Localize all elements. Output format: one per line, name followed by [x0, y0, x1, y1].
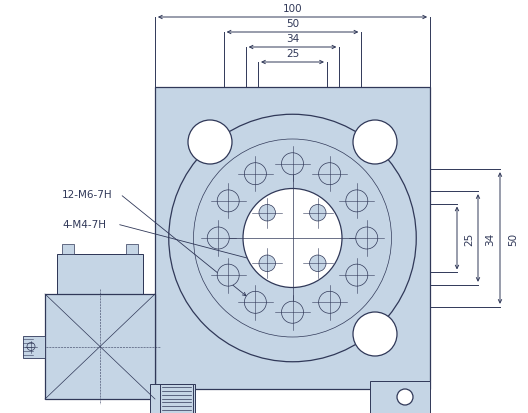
Bar — [57, 254, 143, 294]
Circle shape — [243, 189, 342, 288]
Bar — [160, 384, 193, 413]
Text: 34: 34 — [286, 34, 299, 44]
Bar — [126, 244, 138, 254]
Text: 100: 100 — [282, 4, 303, 14]
Circle shape — [318, 163, 341, 185]
Circle shape — [309, 255, 326, 272]
Circle shape — [188, 121, 232, 165]
Circle shape — [356, 228, 378, 249]
Bar — [23, 336, 45, 358]
Text: 50: 50 — [508, 232, 518, 245]
Bar — [45, 294, 155, 399]
Circle shape — [193, 140, 391, 337]
Circle shape — [346, 264, 368, 287]
Bar — [370, 381, 430, 413]
Text: 12-M6-7H: 12-M6-7H — [62, 190, 112, 199]
Circle shape — [217, 264, 239, 287]
Circle shape — [318, 292, 341, 313]
Circle shape — [397, 389, 413, 405]
Text: 4-M4-7H: 4-M4-7H — [62, 219, 106, 230]
Circle shape — [353, 312, 397, 356]
Text: 25: 25 — [286, 49, 299, 59]
Circle shape — [353, 121, 397, 165]
Text: 50: 50 — [286, 19, 299, 29]
Circle shape — [169, 115, 416, 362]
Circle shape — [259, 205, 276, 221]
Text: 34: 34 — [485, 232, 495, 245]
Circle shape — [281, 153, 304, 176]
Circle shape — [309, 205, 326, 221]
Circle shape — [244, 163, 266, 185]
Circle shape — [259, 255, 276, 272]
Circle shape — [27, 343, 35, 351]
Circle shape — [281, 301, 304, 323]
Bar — [150, 384, 195, 413]
Circle shape — [208, 228, 229, 249]
Circle shape — [346, 190, 368, 212]
Bar — [155, 88, 430, 389]
Bar — [62, 244, 74, 254]
Circle shape — [244, 292, 266, 313]
Circle shape — [217, 190, 239, 212]
Text: 25: 25 — [464, 232, 474, 245]
